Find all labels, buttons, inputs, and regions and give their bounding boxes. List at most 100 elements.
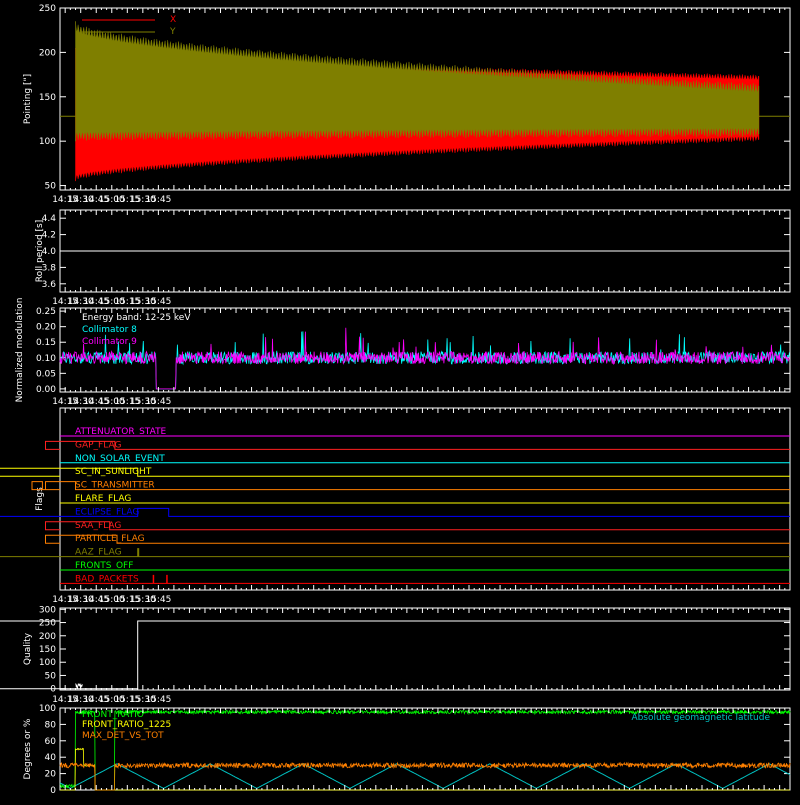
- y-tick-label: 4.2: [42, 231, 56, 241]
- y-tick-label: 100: [39, 137, 56, 147]
- y-tick-label: 100: [39, 704, 56, 714]
- time-tick-label: 15:15: [114, 195, 140, 205]
- ratios-ylabel: Degrees or %: [23, 718, 33, 779]
- pointing-ylabel: Pointing ["]: [23, 74, 33, 124]
- energy-band-annotation: Energy band: 12-25 keV: [82, 313, 191, 323]
- time-tick-label: 15:45: [145, 695, 171, 705]
- y-tick-label: 40: [45, 753, 57, 763]
- modulation-series: [59, 327, 790, 390]
- legend-label-x: X: [170, 15, 176, 25]
- time-tick-label: 14:30: [68, 695, 94, 705]
- legend-label-max-det-vs-tot: MAX_DET_VS_TOT: [82, 731, 164, 741]
- time-tick-label: 15:00: [99, 195, 125, 205]
- time-tick-label: 14:45: [83, 297, 109, 307]
- roll-period-yticks: 3.6 3.8 4.0 4.2 4.4: [42, 214, 790, 290]
- ratio-line-front-ratio: [59, 708, 791, 791]
- y-tick-label: 0.15: [36, 338, 56, 348]
- flags-frame: [59, 407, 791, 591]
- flag-label-non-solar-event: NON_SOLAR_EVENT: [75, 454, 165, 464]
- flag-label-particle-flag: PARTICLE_FLAG: [75, 534, 145, 544]
- time-tick-label: 15:45: [145, 195, 171, 205]
- ratio-line-max-det-vs-tot: [59, 761, 791, 791]
- time-tick-label: 14:30: [68, 397, 94, 407]
- quality-series: [0, 620, 790, 690]
- legend-label-front-ratio: FRONT_RATIO: [82, 710, 144, 720]
- pointing-series: [60, 21, 790, 182]
- flag-label-fronts-off: FRONTS_OFF: [75, 561, 133, 571]
- flag-line-sc-transmitter: [31, 481, 790, 491]
- y-tick-label: 200: [39, 48, 56, 58]
- pointing-frame: [59, 7, 791, 191]
- time-tick-label: 15:45: [145, 397, 171, 407]
- flag-line-gap-flag: [45, 440, 790, 450]
- y-tick-label: 50: [45, 671, 57, 681]
- legend-label-collimator-8: Collimator 8: [82, 325, 137, 335]
- time-tick-label: 14:45: [83, 695, 109, 705]
- pointing-band-y: [75, 21, 760, 142]
- flag-label-sc-transmitter: SC_TRANSMITTER: [75, 481, 155, 491]
- y-tick-label: 0.10: [36, 354, 56, 364]
- y-tick-label: 0.05: [36, 369, 56, 379]
- y-tick-label: 150: [39, 645, 56, 655]
- modulation-frame: [59, 307, 791, 393]
- quality-panel: Quality 0 50 100 150 200 250 300 14:1514:3014:…: [0, 605, 791, 705]
- y-tick-label: 80: [45, 720, 57, 730]
- y-tick-label: 300: [39, 605, 56, 615]
- time-tick-label: 15:45: [145, 595, 171, 605]
- y-tick-label: 4.0: [42, 247, 57, 257]
- time-tick-label: 15:15: [114, 297, 140, 307]
- flag-label-gap-flag: GAP_FLAG: [75, 440, 121, 450]
- time-tick-label: 14:15: [52, 195, 78, 205]
- flag-line-bad-packets: [60, 574, 790, 584]
- flag-label-flare-flag: FLARE_FLAG: [75, 494, 131, 504]
- time-tick-label: 15:00: [99, 297, 125, 307]
- y-tick-label: 0: [50, 786, 56, 796]
- modulation-ylabel: Normalized modulation: [15, 298, 25, 403]
- time-tick-label: 15:15: [114, 695, 140, 705]
- legend-label-collimator-9: Collimator 9: [82, 337, 137, 347]
- quality-line: [0, 620, 790, 690]
- time-tick-label: 15:30: [130, 695, 156, 705]
- time-tick-label: 15:15: [114, 397, 140, 407]
- time-tick-label: 15:30: [130, 297, 156, 307]
- legend-label-y: Y: [169, 27, 176, 37]
- y-tick-label: 3.6: [42, 280, 57, 290]
- flag-label-eclipse-flag: ECLIPSE_FLAG: [75, 507, 139, 517]
- quality-noise: [75, 683, 83, 689]
- time-tick-label: 14:15: [52, 595, 78, 605]
- flag-label-attenuator-state: ATTENUATOR_STATE: [75, 427, 167, 437]
- flag-line-aaz-flag: [0, 548, 790, 558]
- y-tick-label: 250: [39, 4, 56, 14]
- time-tick-label: 15:30: [130, 595, 156, 605]
- time-tick-label: 14:30: [68, 195, 94, 205]
- y-tick-label: 0: [50, 685, 56, 695]
- modulation-line-collimator-9: [59, 327, 790, 390]
- flag-line-eclipse-flag: [0, 507, 790, 517]
- y-tick-label: 0.20: [36, 323, 56, 333]
- quality-ylabel: Quality: [23, 632, 33, 665]
- y-tick-label: 0.00: [36, 385, 56, 395]
- flag-label-bad-packets: BAD_PACKETS: [75, 574, 139, 584]
- pointing-panel: Pointing ["] 50 100 150 200 250 14:1514:3014…: [23, 4, 791, 205]
- time-tick-label: 15:45: [145, 297, 171, 307]
- y-tick-label: 0.25: [36, 307, 56, 317]
- y-tick-label: 150: [39, 93, 56, 103]
- flags-series: ATTENUATOR_STATE GAP_FLAG NON_SOLAR_EVENT S…: [0, 427, 790, 584]
- flag-line-sc-in-sunlight: [0, 467, 790, 477]
- time-tick-label: 15:00: [99, 595, 125, 605]
- flags-ylabel: Flags: [35, 487, 45, 511]
- ratio-line-front-ratio-1225: [60, 747, 790, 791]
- legend-label-front-ratio-1225: FRONT_RATIO_1225: [82, 720, 171, 730]
- flag-line-particle-flag: [45, 534, 790, 544]
- time-tick-label: 14:15: [52, 297, 78, 307]
- ratios-series: [59, 708, 791, 791]
- time-tick-label: 14:45: [83, 397, 109, 407]
- time-tick-label: 14:15: [52, 695, 78, 705]
- ratios-panel: Degrees or % 0 20 40 60 80 100 FRONT_RATIO FR…: [23, 704, 791, 796]
- quality-frame: [59, 607, 791, 691]
- time-tick-label: 15:15: [114, 595, 140, 605]
